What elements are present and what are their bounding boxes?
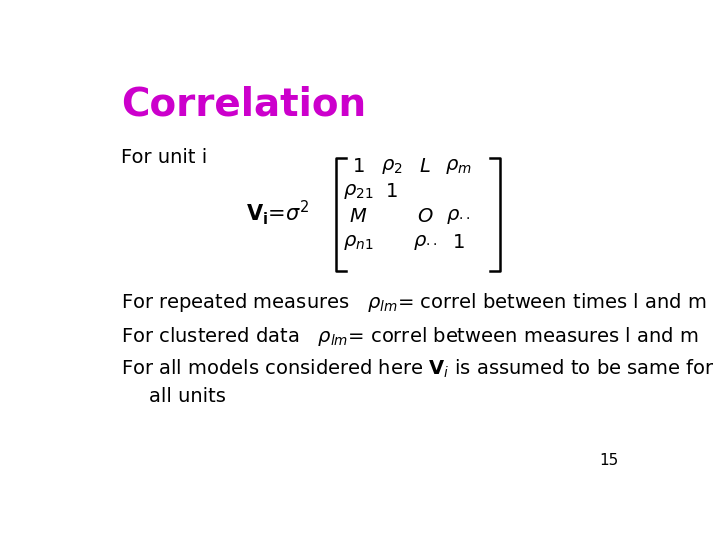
Text: all units: all units xyxy=(148,387,225,406)
Text: $\mathbf{V}_\mathbf{i}$=$\sigma^2$: $\mathbf{V}_\mathbf{i}$=$\sigma^2$ xyxy=(246,198,310,227)
Text: $\rho_{21}$: $\rho_{21}$ xyxy=(343,182,373,201)
Text: $\rho_{\cdot\cdot}$: $\rho_{\cdot\cdot}$ xyxy=(446,207,470,226)
Text: For unit i: For unit i xyxy=(121,148,207,167)
Text: $\rho_m$: $\rho_m$ xyxy=(445,157,472,176)
Text: $L$: $L$ xyxy=(419,157,431,176)
Text: For clustered data   $\rho_{lm}$= correl between measures l and m: For clustered data $\rho_{lm}$= correl b… xyxy=(121,325,698,348)
Text: $1$: $1$ xyxy=(351,157,364,176)
Text: $1$: $1$ xyxy=(385,182,397,201)
Text: $M$: $M$ xyxy=(348,207,367,226)
Text: Correlation: Correlation xyxy=(121,85,366,124)
Text: 15: 15 xyxy=(599,453,618,468)
Text: $1$: $1$ xyxy=(452,233,464,252)
Text: $O$: $O$ xyxy=(416,207,433,226)
Text: $\rho_{\cdot\cdot}$: $\rho_{\cdot\cdot}$ xyxy=(413,233,437,252)
Text: $\rho_{n1}$: $\rho_{n1}$ xyxy=(343,233,373,252)
Text: For repeated measures   $\rho_{lm}$= correl between times l and m: For repeated measures $\rho_{lm}$= corre… xyxy=(121,292,706,314)
Text: For all models considered here $\mathbf{V}_i$ is assumed to be same for: For all models considered here $\mathbf{… xyxy=(121,358,714,380)
Text: $\rho_2$: $\rho_2$ xyxy=(380,157,402,176)
